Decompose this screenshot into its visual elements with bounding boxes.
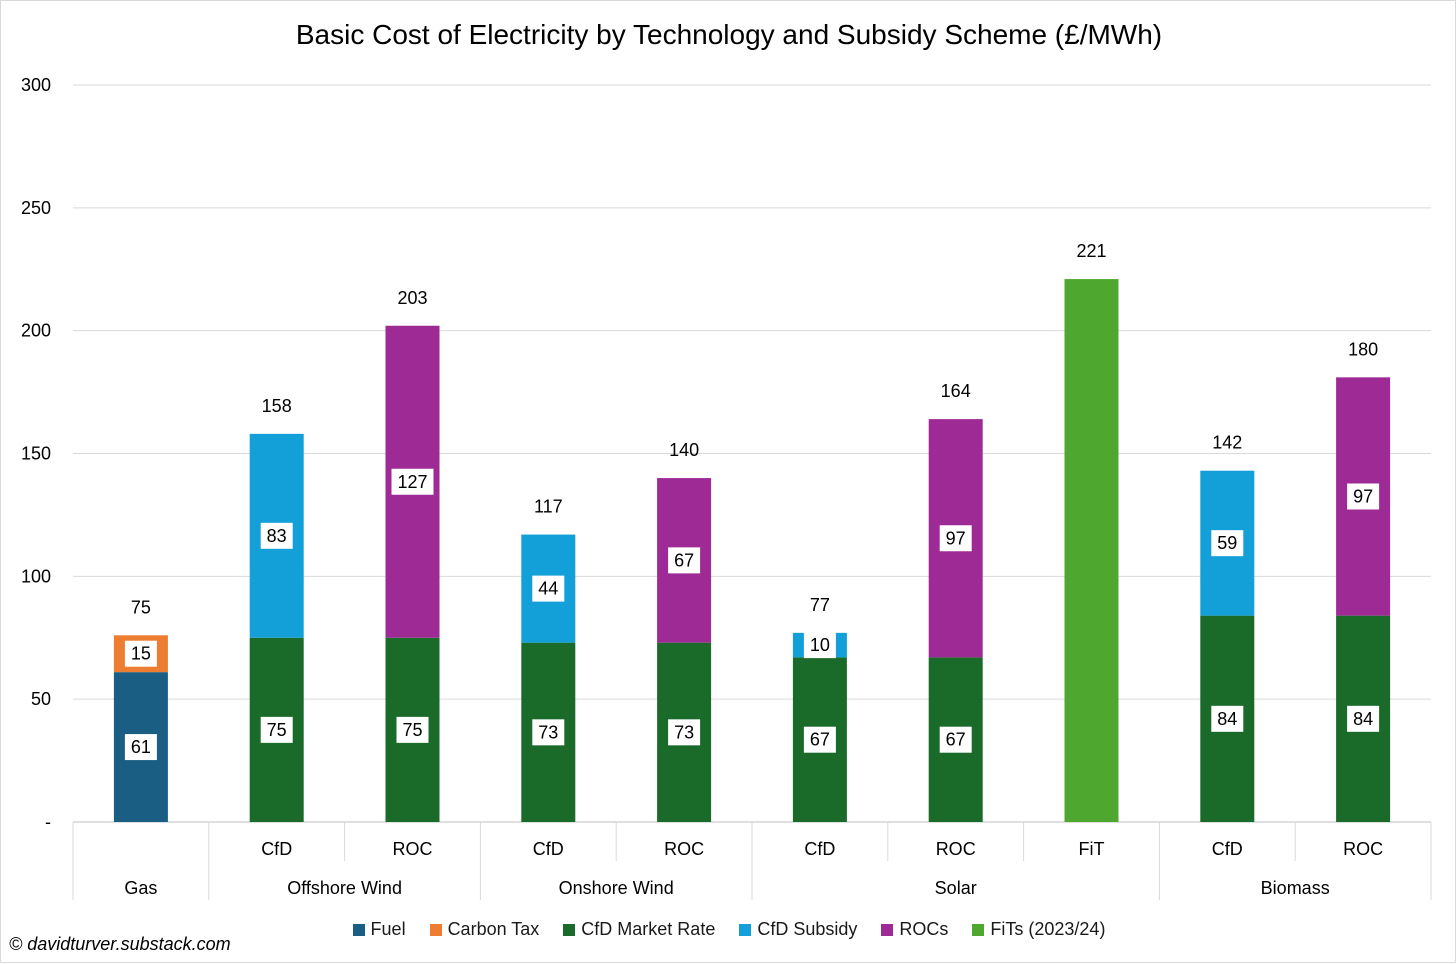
legend-label: Fuel bbox=[370, 919, 406, 939]
legend-item: FiTs (2023/24) bbox=[972, 919, 1105, 940]
x-tick-label: ROC bbox=[936, 839, 976, 859]
data-label-box bbox=[1211, 530, 1244, 557]
legend: Fuel Carbon Tax CfD Market Rate CfD Subsidy… bbox=[1, 919, 1456, 940]
legend-label: CfD Subsidy bbox=[757, 919, 858, 939]
legend-swatch bbox=[881, 923, 894, 936]
legend-swatch bbox=[429, 923, 442, 936]
data-label: 127 bbox=[397, 472, 427, 492]
data-label: 44 bbox=[538, 579, 558, 599]
y-tick-label: 250 bbox=[21, 198, 51, 218]
x-group-label: Biomass bbox=[1261, 878, 1330, 898]
total-label: 164 bbox=[941, 381, 971, 401]
data-label: 97 bbox=[1353, 486, 1373, 506]
copyright-text: © davidturver.substack.com bbox=[9, 934, 231, 954]
data-label-box bbox=[124, 734, 157, 761]
data-label: 61 bbox=[131, 737, 151, 757]
data-label-box bbox=[391, 468, 434, 495]
legend-label: FiTs (2023/24) bbox=[990, 919, 1106, 939]
data-label-box bbox=[668, 547, 701, 574]
total-label: 140 bbox=[669, 440, 699, 460]
total-label: 75 bbox=[131, 597, 151, 617]
data-label: 73 bbox=[674, 722, 694, 742]
legend-item: Fuel bbox=[352, 919, 406, 940]
total-label: 221 bbox=[1076, 241, 1106, 261]
legend-item: CfD Subsidy bbox=[739, 919, 857, 940]
data-label-box bbox=[124, 640, 157, 667]
y-tick-label: 200 bbox=[21, 321, 51, 341]
data-label: 10 bbox=[810, 635, 830, 655]
legend-swatch bbox=[352, 923, 365, 936]
data-label: 84 bbox=[1217, 709, 1237, 729]
x-tick-label: CfD bbox=[533, 839, 564, 859]
y-tick-label: 300 bbox=[21, 75, 51, 95]
data-label: 97 bbox=[946, 528, 966, 548]
y-tick-label: 100 bbox=[21, 566, 51, 586]
data-label: 15 bbox=[131, 644, 151, 664]
total-label: 203 bbox=[397, 288, 427, 308]
total-label: 142 bbox=[1212, 433, 1242, 453]
legend-item: ROCs bbox=[881, 919, 948, 940]
data-label-box bbox=[1347, 705, 1380, 732]
y-tick-label: 150 bbox=[21, 444, 51, 464]
x-tick-label: ROC bbox=[393, 839, 433, 859]
data-label: 59 bbox=[1217, 533, 1237, 553]
bar-segment bbox=[1064, 279, 1119, 822]
data-label: 67 bbox=[810, 730, 830, 750]
y-tick-label: 50 bbox=[31, 689, 51, 709]
total-label: 117 bbox=[534, 497, 563, 517]
data-label: 67 bbox=[674, 550, 694, 570]
data-label-box bbox=[260, 716, 293, 743]
legend-swatch bbox=[739, 923, 752, 936]
x-tick-label: CfD bbox=[261, 839, 292, 859]
x-group-label: Onshore Wind bbox=[559, 878, 674, 898]
x-tick-label: ROC bbox=[664, 839, 704, 859]
data-label: 83 bbox=[267, 526, 287, 546]
data-label: 75 bbox=[402, 720, 422, 740]
total-label: 180 bbox=[1348, 339, 1378, 359]
legend-item: Carbon Tax bbox=[429, 919, 540, 940]
x-tick-label: CfD bbox=[1212, 839, 1243, 859]
x-tick-label: FiT bbox=[1079, 839, 1105, 859]
data-label-box bbox=[1347, 483, 1380, 510]
x-tick-label: CfD bbox=[804, 839, 835, 859]
data-label-box bbox=[260, 522, 293, 549]
x-group-label: Offshore Wind bbox=[287, 878, 402, 898]
legend-swatch bbox=[972, 923, 985, 936]
data-label: 73 bbox=[538, 722, 558, 742]
data-label-box bbox=[532, 575, 565, 602]
data-label-box bbox=[396, 716, 429, 743]
data-label-box bbox=[668, 719, 701, 746]
data-label-box bbox=[939, 726, 972, 753]
data-label-box bbox=[939, 525, 972, 552]
data-label: 84 bbox=[1353, 709, 1373, 729]
data-label-box bbox=[532, 719, 565, 746]
legend-label: Carbon Tax bbox=[447, 919, 540, 939]
total-label: 77 bbox=[810, 595, 830, 615]
data-label: 67 bbox=[946, 730, 966, 750]
x-tick-label: ROC bbox=[1343, 839, 1383, 859]
legend-swatch bbox=[563, 923, 576, 936]
chart-title: Basic Cost of Electricity by Technology … bbox=[295, 19, 1163, 50]
data-label: 75 bbox=[267, 720, 287, 740]
x-group-label: Solar bbox=[935, 878, 977, 898]
data-label-box bbox=[803, 632, 836, 659]
legend-label: CfD Market Rate bbox=[581, 919, 716, 939]
total-label: 158 bbox=[262, 396, 292, 416]
data-label-box bbox=[1211, 705, 1244, 732]
legend-item: CfD Market Rate bbox=[563, 919, 715, 940]
x-group-label: Gas bbox=[124, 878, 157, 898]
data-label-box bbox=[803, 726, 836, 753]
legend-label: ROCs bbox=[899, 919, 949, 939]
y-tick-label: - bbox=[45, 812, 51, 832]
